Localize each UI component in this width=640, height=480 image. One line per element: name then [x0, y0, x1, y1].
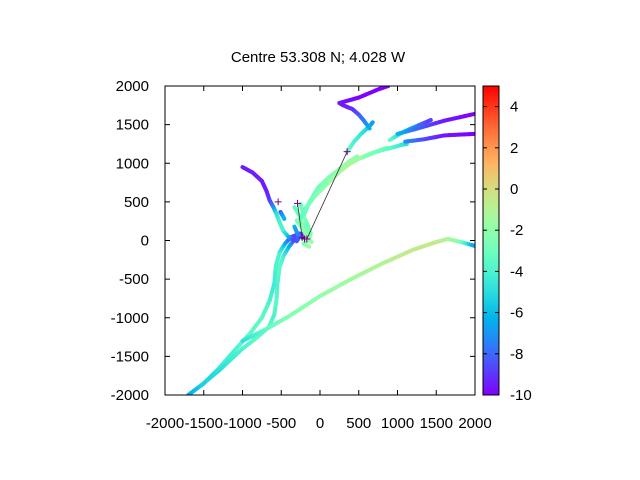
track-segment	[307, 232, 312, 238]
track-segment	[425, 117, 433, 124]
station-marker	[343, 148, 351, 156]
x-tick-label: 2000	[458, 415, 491, 432]
colorbar-tick-label: -2	[510, 222, 523, 239]
colorbar-tick-label: -8	[510, 346, 523, 363]
chart-title: Centre 53.308 N; 4.028 W	[231, 49, 406, 66]
y-axis: 2000 1500 1000 500 0 -500 -1000 -1500 -2000	[111, 78, 475, 404]
station-marker	[303, 235, 311, 243]
track-segment	[353, 154, 360, 160]
colorbar	[482, 85, 500, 396]
y-tick-label: -1500	[111, 348, 149, 365]
y-tick-label: 2000	[116, 78, 149, 95]
tracks-layer	[186, 86, 475, 395]
track-segment	[467, 111, 475, 117]
x-tick-label: 1000	[381, 415, 414, 432]
markers-layer	[274, 148, 351, 243]
track-segment	[308, 239, 314, 245]
x-tick-label: -1000	[223, 415, 261, 432]
colorbar-tick-label: -4	[510, 263, 523, 280]
station-marker	[294, 199, 302, 207]
y-tick-label: -500	[119, 271, 149, 288]
y-tick-label: 1500	[116, 117, 149, 134]
x-axis: -2000 -1500 -1000 -500 0 500 1000 1500 2000	[146, 86, 492, 432]
plot-frame	[164, 85, 476, 396]
x-tick-label: -1500	[185, 415, 223, 432]
y-tick-label: -2000	[111, 387, 149, 404]
colorbar-tick-label: -6	[510, 305, 523, 322]
colorbar-tick-label: 0	[510, 181, 518, 198]
x-tick-label: -2000	[146, 415, 184, 432]
x-tick-label: -500	[266, 415, 296, 432]
y-tick-label: 500	[124, 194, 149, 211]
track-segment	[281, 215, 287, 221]
track-segment	[306, 244, 312, 249]
y-tick-label: 0	[141, 233, 149, 250]
colorbar-ticks: 4 2 0 -2 -4 -6 -8 -10	[483, 99, 532, 404]
colorbar-tick-label: -10	[510, 387, 532, 404]
colorbar-tick-label: 4	[510, 99, 518, 116]
x-tick-label: 500	[346, 415, 371, 432]
station-marker	[274, 198, 282, 206]
y-tick-label: 1000	[116, 155, 149, 172]
y-tick-label: -1000	[111, 310, 149, 327]
track-segment	[370, 120, 375, 125]
x-tick-label: 0	[316, 415, 324, 432]
x-tick-label: 1500	[420, 415, 453, 432]
track-segment	[291, 237, 297, 243]
colorbar-tick-label: 2	[510, 140, 518, 157]
